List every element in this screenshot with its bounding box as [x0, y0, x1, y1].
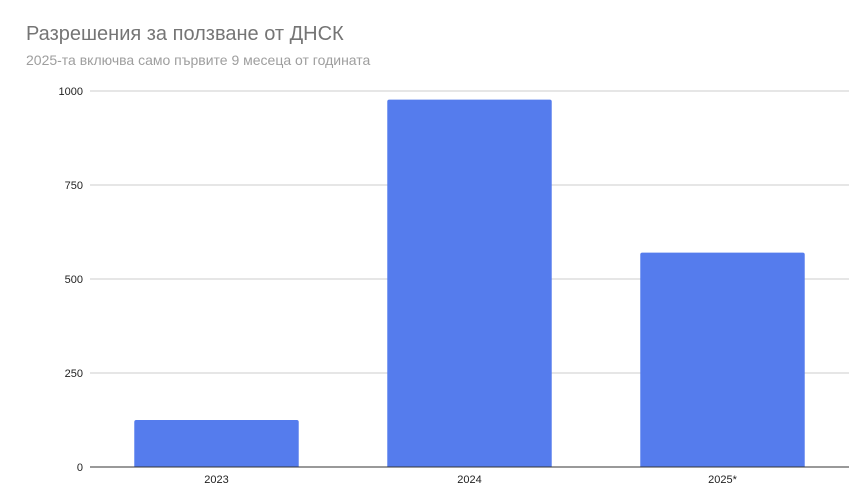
bar-2023[interactable] — [134, 420, 299, 467]
y-tick-label: 1000 — [59, 86, 83, 98]
x-tick-label: 2023 — [204, 474, 228, 486]
y-tick-label: 500 — [65, 274, 83, 286]
bar-2025[interactable] — [640, 252, 805, 467]
chart-title: Разрешения за ползване от ДНСК — [26, 23, 344, 45]
bars — [134, 99, 805, 467]
y-tick-label: 0 — [77, 462, 83, 474]
x-tick-label: 2025* — [708, 474, 737, 486]
x-tick-label: 2024 — [457, 474, 481, 486]
chart-subtitle: 2025-та включва само първите 9 месеца от… — [26, 52, 371, 68]
x-axis-ticks: 2023 2024 2025* — [204, 474, 737, 486]
y-tick-label: 250 — [65, 368, 83, 380]
y-axis-ticks: 0 250 500 750 1000 — [59, 86, 83, 474]
bar-2024[interactable] — [387, 99, 552, 467]
y-tick-label: 750 — [65, 180, 83, 192]
